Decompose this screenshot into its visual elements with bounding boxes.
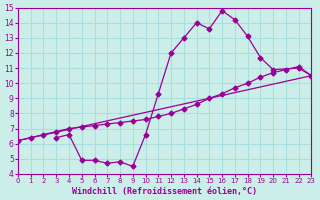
X-axis label: Windchill (Refroidissement éolien,°C): Windchill (Refroidissement éolien,°C) <box>72 187 257 196</box>
